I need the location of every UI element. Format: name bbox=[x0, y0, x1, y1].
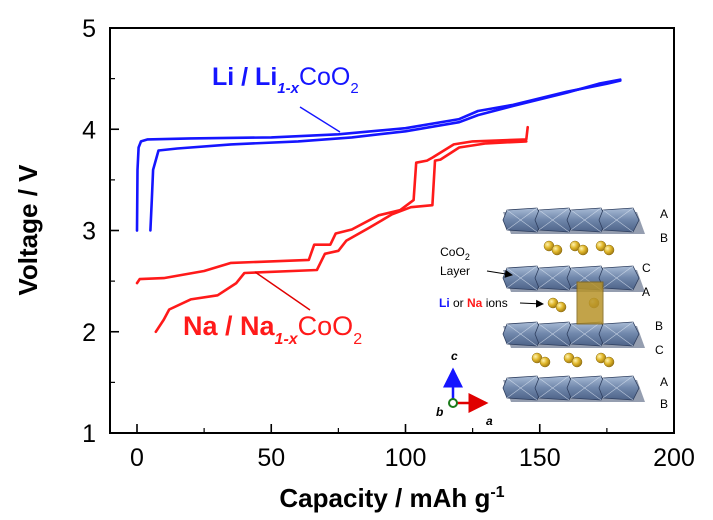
x-tick-label: 150 bbox=[519, 444, 561, 472]
li-charge-curve bbox=[135, 79, 622, 232]
stacking-letter: B bbox=[655, 319, 663, 333]
b-axis-label: b bbox=[436, 405, 443, 419]
octahedron-edge bbox=[570, 321, 602, 345]
octahedron-edge bbox=[506, 209, 538, 233]
octahedron-edge bbox=[538, 377, 570, 401]
stacking-letter: A bbox=[642, 285, 650, 299]
octahedron-edge bbox=[570, 323, 602, 347]
y-tick-label: 4 bbox=[82, 116, 96, 144]
octahedron-edge bbox=[538, 209, 570, 233]
coo2-layer-label-2: Layer bbox=[440, 264, 470, 278]
octahedron-edge bbox=[570, 207, 602, 231]
coo2-layer bbox=[502, 321, 645, 348]
li-series-label: Li / Li1-xCoO2 bbox=[212, 63, 359, 97]
coo2-layer bbox=[502, 265, 645, 292]
y-tick-label: 2 bbox=[82, 319, 96, 347]
octahedron-edge bbox=[506, 321, 538, 345]
prismatic-site bbox=[576, 281, 604, 325]
ion-sphere bbox=[571, 356, 583, 368]
stacking-letter: C bbox=[655, 343, 664, 357]
y-axis-ticks: 1 2 3 4 5 bbox=[82, 15, 119, 448]
octahedron-edge bbox=[570, 265, 602, 289]
na-label-pointer bbox=[254, 271, 311, 311]
octahedron-edge bbox=[570, 209, 602, 233]
octahedron-edge bbox=[602, 377, 634, 401]
octahedron-edge bbox=[538, 207, 570, 231]
coo2-layers bbox=[502, 207, 645, 402]
x-tick-label: 200 bbox=[653, 444, 695, 472]
octahedron-edge bbox=[602, 207, 634, 231]
octahedron-edge bbox=[538, 265, 570, 289]
ions-pointer-arrow bbox=[519, 299, 544, 308]
octahedron-edge bbox=[602, 323, 634, 347]
na-discharge-curve bbox=[154, 140, 528, 334]
coo2-layer bbox=[502, 375, 645, 402]
x-tick-label: 50 bbox=[257, 444, 285, 472]
octahedron-edge bbox=[538, 321, 570, 345]
na-charge-curve bbox=[135, 125, 529, 285]
stacking-letter: A bbox=[660, 207, 668, 221]
stacking-letter: A bbox=[660, 375, 668, 389]
stacking-letter: B bbox=[660, 397, 668, 411]
coo2-layer-label: CoO2 bbox=[440, 245, 470, 262]
x-axis-title: Capacity / mAh g-1 bbox=[279, 483, 504, 513]
octahedron-edge bbox=[506, 207, 538, 231]
ion-sphere bbox=[539, 356, 551, 368]
octahedron-edge bbox=[538, 323, 570, 347]
x-tick-label: 100 bbox=[385, 444, 427, 472]
na-series-label: Na / Na1-xCoO2 bbox=[183, 311, 362, 348]
a-axis-label: a bbox=[486, 414, 493, 428]
octahedron-edge bbox=[506, 377, 538, 401]
octahedron-edge bbox=[602, 321, 634, 345]
stacking-letter: B bbox=[660, 231, 668, 245]
y-tick-label: 5 bbox=[82, 15, 96, 43]
ion-sphere bbox=[577, 244, 589, 256]
octahedron-edge bbox=[602, 209, 634, 233]
octahedron-edge bbox=[570, 375, 602, 399]
octahedron-edge bbox=[506, 265, 538, 289]
octahedron-edge bbox=[602, 375, 634, 399]
coo2-layer bbox=[502, 207, 645, 234]
y-axis-title: Voltage / V bbox=[13, 164, 43, 296]
ion-sphere bbox=[603, 244, 615, 256]
octahedron-edge bbox=[538, 375, 570, 399]
c-axis-label: c bbox=[451, 349, 458, 363]
x-axis-ticks: 0 50 100 150 200 bbox=[130, 424, 695, 472]
stacking-letter: C bbox=[642, 261, 651, 275]
octahedron-edge bbox=[506, 375, 538, 399]
octahedron-edge bbox=[538, 267, 570, 291]
octahedron-edge bbox=[602, 265, 634, 289]
li-label-pointer bbox=[299, 106, 341, 133]
layer-pointer-arrow bbox=[486, 269, 513, 278]
li-discharge-curve bbox=[149, 78, 622, 232]
ion-sphere bbox=[551, 244, 563, 256]
x-tick-label: 0 bbox=[130, 444, 144, 472]
ion-sphere bbox=[555, 301, 567, 313]
octahedron-edge bbox=[602, 267, 634, 291]
ions-label: Li or Na ions bbox=[439, 296, 508, 310]
y-tick-label: 1 bbox=[82, 420, 96, 448]
intercalant-ions bbox=[531, 240, 615, 368]
series-group bbox=[135, 78, 622, 334]
octahedron-edge bbox=[570, 377, 602, 401]
y-tick-label: 3 bbox=[82, 218, 96, 246]
ion-sphere bbox=[603, 356, 615, 368]
b-axis-dot bbox=[448, 398, 458, 408]
octahedron-edge bbox=[506, 323, 538, 347]
